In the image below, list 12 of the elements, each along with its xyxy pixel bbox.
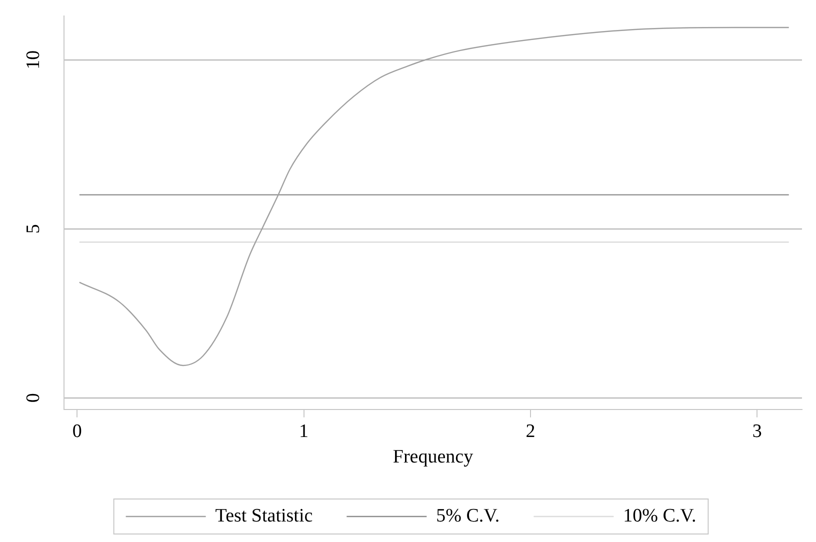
- x-axis-title: Frequency: [392, 446, 474, 468]
- x-tick-label: 1: [299, 420, 309, 442]
- legend-label: 10% C.V.: [623, 505, 696, 526]
- y-tick-label: 0: [22, 393, 44, 403]
- x-tick-label: 0: [72, 420, 82, 442]
- x-tick-label: 3: [752, 420, 762, 442]
- legend-label: Test Statistic: [215, 505, 313, 526]
- line-series: [78, 26, 790, 366]
- y-tick-label: 10: [22, 50, 44, 70]
- x-tick-label: 2: [526, 420, 536, 442]
- y-tick-label: 5: [22, 224, 44, 234]
- legend-label: 5% C.V.: [436, 505, 500, 526]
